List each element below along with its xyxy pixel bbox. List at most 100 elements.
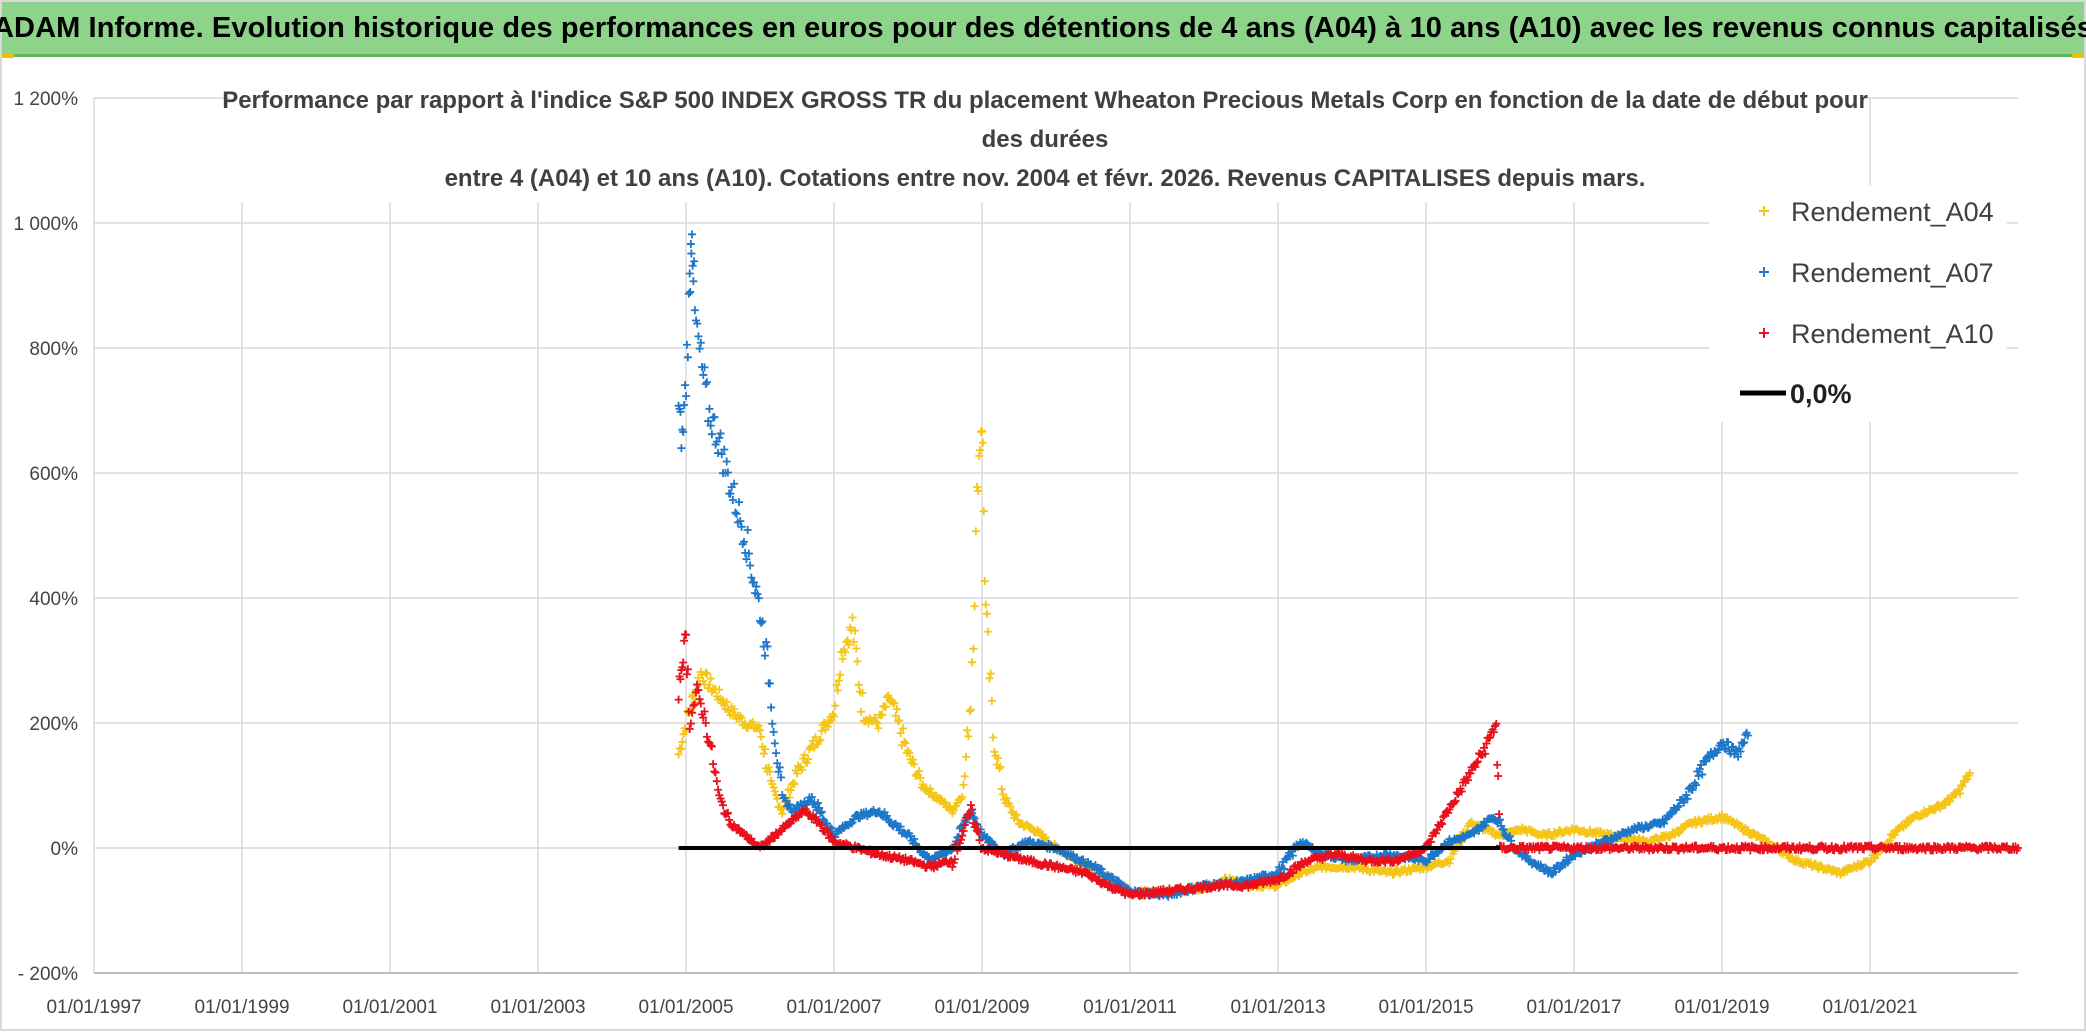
x-tick-label: 01/01/2013: [1230, 997, 1325, 1018]
data-point-marker: [1698, 770, 1707, 779]
data-point-marker: [685, 269, 694, 278]
data-point-marker: [702, 378, 711, 387]
legend-plus-marker: [1759, 328, 1769, 338]
data-point-marker: [2014, 844, 2022, 852]
data-point-marker: [1484, 734, 1493, 743]
data-point-marker: [701, 668, 710, 677]
data-point-marker: [1302, 838, 1311, 847]
data-point-marker: [878, 710, 887, 719]
data-point-marker: [1214, 883, 1223, 892]
data-point-marker: [854, 680, 863, 689]
data-point-marker: [1542, 833, 1551, 842]
data-point-marker: [1466, 769, 1475, 778]
data-point-marker: [786, 786, 795, 795]
data-point-marker: [679, 428, 688, 437]
data-point-marker: [690, 257, 699, 266]
data-point-marker: [1467, 817, 1476, 826]
data-point-marker: [758, 617, 767, 626]
data-point-marker: [910, 760, 919, 769]
data-point-marker: [978, 426, 986, 435]
data-point-marker: [731, 508, 740, 517]
data-point-marker: [682, 392, 690, 401]
data-point-marker: [970, 814, 979, 823]
data-point-marker: [790, 780, 799, 789]
data-point-marker: [737, 714, 746, 723]
data-point-marker: [1013, 815, 1022, 824]
data-point-marker: [1694, 771, 1703, 780]
data-point-marker: [793, 769, 801, 778]
data-point-marker: [705, 680, 714, 689]
data-point-marker: [764, 763, 773, 772]
data-point-marker: [768, 719, 777, 728]
data-point-marker: [1885, 836, 1894, 845]
data-point-marker: [683, 353, 692, 362]
y-tick-label: 0%: [51, 839, 79, 860]
data-point-marker: [722, 457, 731, 466]
data-point-marker: [690, 700, 699, 709]
data-point-marker: [719, 696, 727, 705]
data-point-marker: [683, 665, 692, 674]
data-point-marker: [996, 762, 1005, 771]
data-point-marker: [811, 733, 820, 742]
data-point-marker: [871, 717, 880, 726]
data-point-marker: [707, 742, 716, 751]
data-point-marker: [1714, 746, 1723, 755]
data-point-marker: [1079, 855, 1088, 864]
legend-plus-marker: [1759, 206, 1769, 216]
x-tick-label: 01/01/2007: [786, 997, 881, 1018]
data-point-marker: [1720, 744, 1729, 753]
data-point-marker: [1731, 745, 1740, 754]
data-point-marker: [817, 726, 826, 735]
data-point-marker: [957, 835, 966, 844]
data-point-marker: [765, 679, 774, 688]
data-point-marker: [716, 429, 725, 438]
data-point-marker: [823, 722, 832, 731]
data-point-marker: [720, 445, 729, 454]
data-point-marker: [958, 831, 967, 840]
data-point-marker: [1679, 798, 1688, 807]
data-point-marker: [726, 489, 735, 498]
data-point-marker: [959, 826, 968, 835]
data-point-marker: [742, 555, 751, 564]
data-point-marker: [707, 430, 716, 439]
data-point-marker: [874, 724, 883, 733]
data-point-marker: [759, 749, 768, 758]
data-point-marker: [816, 809, 825, 818]
data-point-marker: [959, 780, 968, 789]
data-point-marker: [804, 755, 813, 764]
data-point-marker: [998, 790, 1007, 799]
data-point-marker: [965, 707, 974, 716]
data-point-marker: [849, 638, 858, 647]
data-point-marker: [918, 780, 927, 789]
data-point-marker: [948, 862, 957, 871]
data-point-marker: [815, 736, 824, 745]
data-point-marker: [981, 600, 990, 609]
data-point-marker: [984, 627, 993, 636]
legend-item-a04: Rendement_A04: [1759, 197, 1994, 227]
data-point-marker: [1288, 851, 1297, 860]
data-point-marker: [807, 792, 816, 801]
data-point-marker: [681, 381, 690, 390]
data-point-marker: [725, 707, 734, 716]
data-point-marker: [706, 674, 715, 683]
y-tick-label: 800%: [29, 339, 78, 360]
data-point-marker: [715, 433, 724, 442]
data-point-marker: [850, 626, 859, 635]
data-point-marker: [1439, 813, 1448, 822]
data-point-marker: [736, 517, 745, 526]
data-point-marker: [1472, 758, 1481, 767]
data-point-marker: [757, 732, 766, 741]
data-point-marker: [1438, 820, 1447, 829]
series-a04: [674, 426, 1974, 898]
data-point-marker: [699, 713, 708, 722]
data-point-marker: [1683, 794, 1692, 803]
data-point-marker: [857, 707, 866, 716]
data-point-marker: [870, 713, 879, 722]
data-point-marker: [702, 732, 711, 741]
data-point-marker: [704, 417, 713, 426]
banner-accent-left: [2, 54, 14, 58]
data-point-marker: [830, 712, 838, 721]
data-point-marker: [756, 726, 764, 735]
data-point-marker: [688, 261, 697, 270]
